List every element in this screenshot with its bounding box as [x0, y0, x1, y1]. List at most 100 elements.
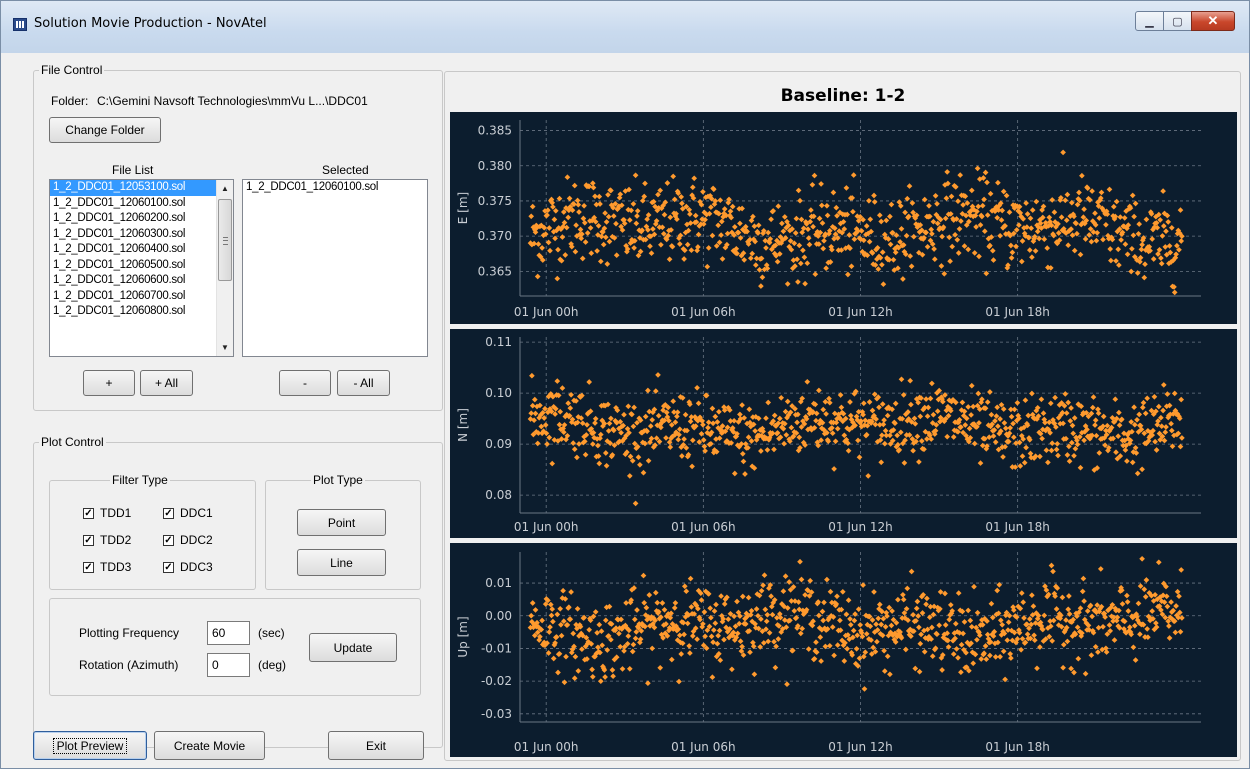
data-point	[860, 216, 866, 223]
data-point	[845, 440, 851, 447]
y-tick-label: 0.10	[485, 386, 512, 400]
file-list[interactable]: 1_2_DDC01_12053100.sol 1_2_DDC01_12060100…	[49, 179, 234, 357]
minimize-button[interactable]: ▁	[1135, 11, 1164, 31]
data-point	[744, 228, 750, 235]
file-list-item[interactable]: 1_2_DDC01_12053100.sol	[50, 180, 233, 196]
data-point	[1074, 613, 1080, 620]
add-button[interactable]: +	[83, 370, 135, 396]
update-button[interactable]: Update	[309, 633, 397, 662]
filter-checkbox-tdd2[interactable]: ✓ TDD2	[83, 533, 131, 547]
data-point	[997, 200, 1004, 207]
filter-checkbox-tdd3[interactable]: ✓ TDD3	[83, 560, 131, 574]
remove-button[interactable]: -	[279, 370, 331, 396]
data-point	[1113, 258, 1119, 264]
data-point	[784, 398, 791, 405]
file-list-item[interactable]: 1_2_DDC01_12060200.sol	[53, 212, 186, 224]
data-point	[1144, 626, 1151, 632]
remove-all-button[interactable]: - All	[337, 370, 390, 396]
data-point	[1077, 464, 1084, 471]
data-point	[603, 462, 610, 469]
filter-type-legend: Filter Type	[112, 473, 168, 487]
data-point	[797, 197, 803, 204]
data-point	[740, 652, 747, 658]
data-point	[708, 429, 715, 436]
data-point	[1139, 466, 1145, 473]
data-point	[734, 598, 740, 605]
data-point	[937, 606, 943, 612]
data-point	[1159, 611, 1166, 618]
add-all-button[interactable]: + All	[140, 370, 193, 396]
file-list-item[interactable]: 1_2_DDC01_12060300.sol	[53, 227, 186, 240]
create-movie-button[interactable]: Create Movie	[154, 731, 265, 760]
data-point	[1137, 258, 1143, 265]
data-point	[971, 440, 978, 447]
data-point	[826, 395, 832, 402]
data-point	[963, 649, 969, 656]
filter-checkbox-ddc1[interactable]: ✓ DDC1	[163, 506, 213, 520]
filter-checkbox-tdd1[interactable]: ✓ TDD1	[83, 506, 131, 520]
data-point	[1116, 409, 1122, 416]
data-point	[1082, 236, 1089, 242]
data-point	[895, 265, 901, 272]
data-point	[867, 623, 874, 630]
exit-button[interactable]: Exit	[328, 731, 424, 760]
data-point	[925, 404, 932, 411]
data-point	[942, 590, 948, 597]
rotation-input[interactable]: 0	[207, 653, 250, 677]
change-folder-button[interactable]: Change Folder	[49, 117, 161, 143]
file-list-item[interactable]: 1_2_DDC01_12060800.sol	[53, 305, 186, 317]
data-point	[681, 436, 687, 442]
data-point	[919, 251, 926, 258]
data-point	[609, 667, 616, 673]
data-point	[763, 245, 769, 251]
data-point	[713, 601, 719, 608]
filter-checkbox-ddc2[interactable]: ✓ DDC2	[163, 533, 213, 547]
data-point	[696, 614, 703, 621]
x-tick-label: 01 Jun 06h	[671, 740, 736, 754]
file-list-item[interactable]: 1_2_DDC01_12060100.sol	[53, 196, 186, 209]
data-point	[550, 618, 556, 625]
scroll-up-icon[interactable]: ▲	[221, 184, 229, 193]
data-point	[990, 433, 997, 439]
filter-checkbox-ddc3[interactable]: ✓ DDC3	[163, 560, 213, 574]
data-point	[574, 197, 581, 204]
data-point	[542, 405, 548, 412]
data-point	[913, 605, 920, 612]
data-point	[587, 408, 594, 415]
maximize-button[interactable]: ▢	[1163, 11, 1192, 31]
data-point	[1179, 233, 1185, 240]
file-list-scrollbar[interactable]: ▲ ▼	[216, 180, 233, 356]
close-button[interactable]: ✕	[1191, 11, 1235, 31]
selected-list-item[interactable]: 1_2_DDC01_12060100.sol	[246, 181, 379, 193]
data-point	[777, 614, 784, 621]
point-button[interactable]: Point	[297, 509, 386, 536]
file-list-item[interactable]: 1_2_DDC01_12060600.sol	[53, 274, 186, 286]
scroll-thumb[interactable]	[218, 199, 232, 281]
data-point	[773, 643, 779, 650]
data-point	[960, 429, 966, 436]
data-point	[652, 617, 658, 624]
data-point	[1077, 251, 1084, 258]
selected-list[interactable]: 1_2_DDC01_12060100.sol	[242, 179, 428, 357]
data-point	[924, 595, 930, 602]
scroll-down-icon[interactable]: ▼	[221, 343, 229, 352]
file-list-item[interactable]: 1_2_DDC01_12060500.sol	[53, 258, 186, 271]
data-point	[944, 433, 951, 440]
file-list-item[interactable]: 1_2_DDC01_12060700.sol	[53, 289, 186, 302]
data-point	[1153, 220, 1160, 226]
plotting-frequency-input[interactable]: 60	[207, 621, 250, 645]
data-point	[1148, 211, 1155, 217]
file-list-item[interactable]: 1_2_DDC01_12060400.sol	[53, 243, 186, 255]
line-button[interactable]: Line	[297, 549, 386, 576]
data-point	[758, 255, 765, 262]
plot-preview-button[interactable]: Plot Preview	[33, 731, 147, 760]
data-point	[1142, 593, 1149, 600]
data-point	[1004, 637, 1011, 644]
data-point	[606, 603, 613, 610]
data-point	[1000, 406, 1007, 412]
data-point	[712, 198, 719, 204]
data-point	[688, 604, 695, 610]
data-point	[982, 169, 989, 176]
data-point	[830, 189, 837, 196]
data-point	[651, 231, 658, 238]
